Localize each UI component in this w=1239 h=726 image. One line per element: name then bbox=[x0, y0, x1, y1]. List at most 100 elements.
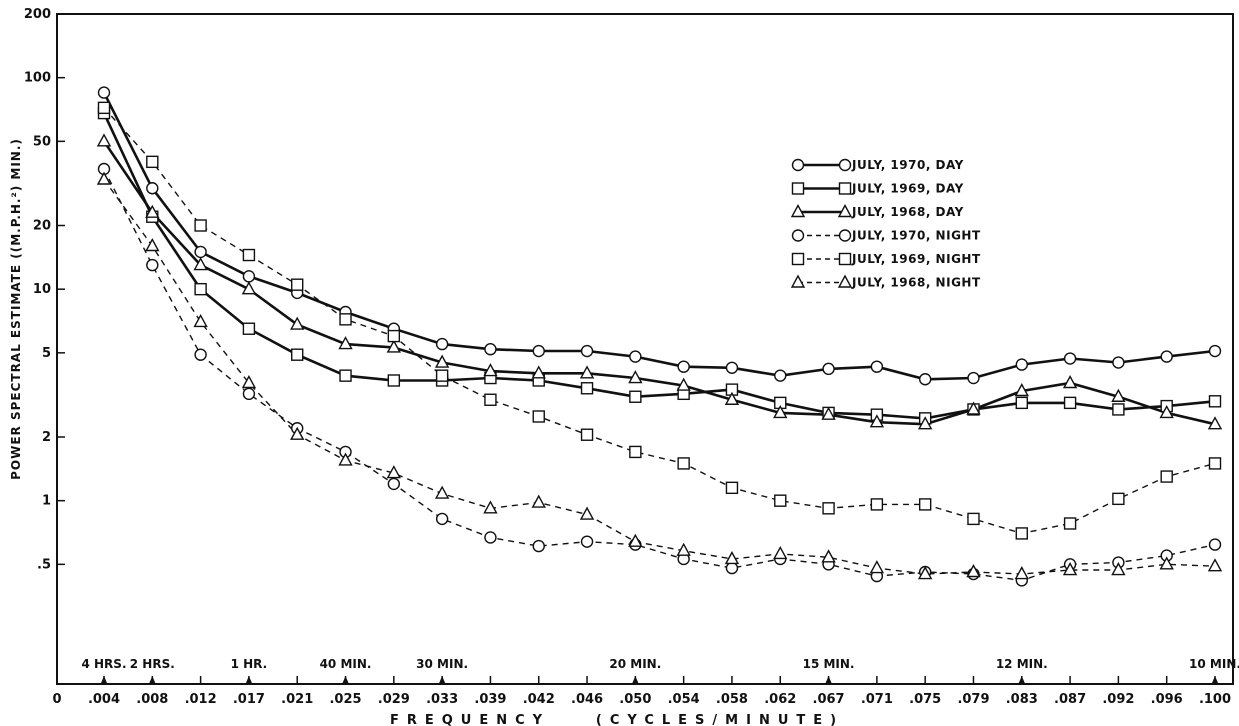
series-line-5 bbox=[103, 179, 1216, 575]
x-tick-label: .046 bbox=[571, 692, 603, 707]
data-point bbox=[580, 382, 594, 395]
period-label: 1 HR. bbox=[231, 657, 268, 671]
period-arrow bbox=[149, 676, 156, 683]
y-tick-label: 1 bbox=[42, 494, 51, 509]
data-point bbox=[579, 506, 595, 520]
data-point bbox=[194, 348, 207, 361]
data-point bbox=[1208, 538, 1222, 551]
plot-frame bbox=[56, 13, 1234, 685]
legend-marker bbox=[791, 252, 805, 266]
legend-label: JULY, 1968, DAY bbox=[851, 205, 964, 219]
y-tick-label: 50 bbox=[33, 134, 51, 149]
x-tick-label: .025 bbox=[329, 692, 361, 707]
data-point bbox=[724, 551, 740, 565]
data-point bbox=[291, 348, 304, 361]
data-point bbox=[434, 354, 450, 368]
data-point bbox=[1014, 383, 1029, 397]
data-point bbox=[1160, 470, 1173, 483]
data-point bbox=[1063, 396, 1077, 410]
data-point bbox=[339, 313, 352, 326]
x-tick-label: .033 bbox=[426, 692, 458, 707]
data-point bbox=[435, 369, 449, 382]
data-point bbox=[1063, 517, 1077, 530]
data-point bbox=[531, 365, 546, 379]
data-point bbox=[676, 377, 691, 391]
data-point bbox=[579, 365, 595, 379]
data-point bbox=[773, 404, 788, 419]
x-tick-label: .087 bbox=[1054, 692, 1086, 707]
data-point bbox=[725, 481, 739, 495]
data-point bbox=[97, 101, 111, 115]
period-arrow bbox=[245, 676, 252, 683]
data-point bbox=[580, 535, 594, 548]
x-origin-label: 0 bbox=[52, 692, 61, 707]
period-arrow bbox=[439, 676, 446, 683]
data-point bbox=[821, 549, 836, 563]
data-point bbox=[1015, 527, 1028, 540]
data-point bbox=[338, 452, 353, 466]
data-point bbox=[241, 375, 257, 389]
data-point bbox=[677, 457, 690, 470]
data-point bbox=[386, 465, 402, 479]
data-point bbox=[194, 219, 207, 232]
data-point bbox=[773, 545, 788, 560]
data-point bbox=[290, 426, 305, 440]
data-point bbox=[1160, 350, 1173, 363]
legend-marker bbox=[837, 204, 853, 218]
x-tick-label: .012 bbox=[185, 692, 217, 707]
period-arrow bbox=[825, 676, 832, 683]
data-point bbox=[1207, 416, 1223, 430]
data-point bbox=[676, 542, 691, 556]
period-arrow bbox=[1018, 676, 1025, 683]
period-arrow bbox=[342, 676, 349, 683]
legend-marker bbox=[791, 229, 805, 242]
data-point bbox=[290, 316, 305, 330]
legend-marker bbox=[791, 182, 805, 195]
data-point bbox=[677, 360, 690, 373]
data-point bbox=[338, 336, 353, 350]
data-point bbox=[435, 337, 449, 351]
data-point bbox=[1112, 356, 1125, 369]
legend-marker bbox=[838, 252, 852, 266]
period-arrow bbox=[632, 676, 639, 683]
data-point bbox=[822, 362, 835, 376]
data-point bbox=[1208, 457, 1222, 470]
data-point bbox=[96, 133, 112, 147]
data-point bbox=[97, 86, 111, 99]
data-point bbox=[194, 282, 207, 296]
data-point bbox=[629, 390, 642, 403]
x-tick-label: .029 bbox=[378, 692, 410, 707]
data-point bbox=[1111, 388, 1126, 402]
data-point bbox=[1111, 562, 1126, 576]
legend-label: JULY, 1968, NIGHT bbox=[851, 276, 981, 290]
data-point bbox=[532, 539, 545, 553]
data-point bbox=[725, 361, 739, 374]
period-label: 10 MIN. bbox=[1189, 657, 1239, 671]
x-tick-label: .079 bbox=[957, 692, 989, 707]
data-point bbox=[1015, 396, 1028, 410]
data-point bbox=[241, 281, 257, 295]
period-label: 30 MIN. bbox=[416, 657, 468, 671]
legend-label: JULY, 1970, DAY bbox=[851, 158, 964, 172]
y-tick-label: 5 bbox=[42, 346, 51, 361]
legend-marker bbox=[838, 229, 852, 242]
data-point bbox=[1159, 556, 1174, 570]
x-tick-label: .021 bbox=[281, 692, 313, 707]
x-tick-label: .083 bbox=[1006, 692, 1038, 707]
x-tick-label: .071 bbox=[861, 692, 893, 707]
data-point bbox=[484, 531, 497, 544]
legend-label: JULY, 1969, DAY bbox=[851, 182, 964, 196]
data-point bbox=[484, 393, 497, 406]
period-arrow bbox=[1212, 676, 1218, 683]
data-point bbox=[387, 374, 401, 387]
series-line-2 bbox=[102, 140, 1216, 426]
data-point bbox=[967, 512, 980, 526]
data-point bbox=[917, 566, 933, 580]
x-tick-label: .092 bbox=[1102, 692, 1134, 707]
data-point bbox=[145, 238, 160, 252]
data-point bbox=[1112, 492, 1125, 506]
x-tick-label: .008 bbox=[136, 692, 168, 707]
x-tick-label: .067 bbox=[813, 692, 845, 707]
y-tick-label: 2 bbox=[42, 430, 51, 445]
